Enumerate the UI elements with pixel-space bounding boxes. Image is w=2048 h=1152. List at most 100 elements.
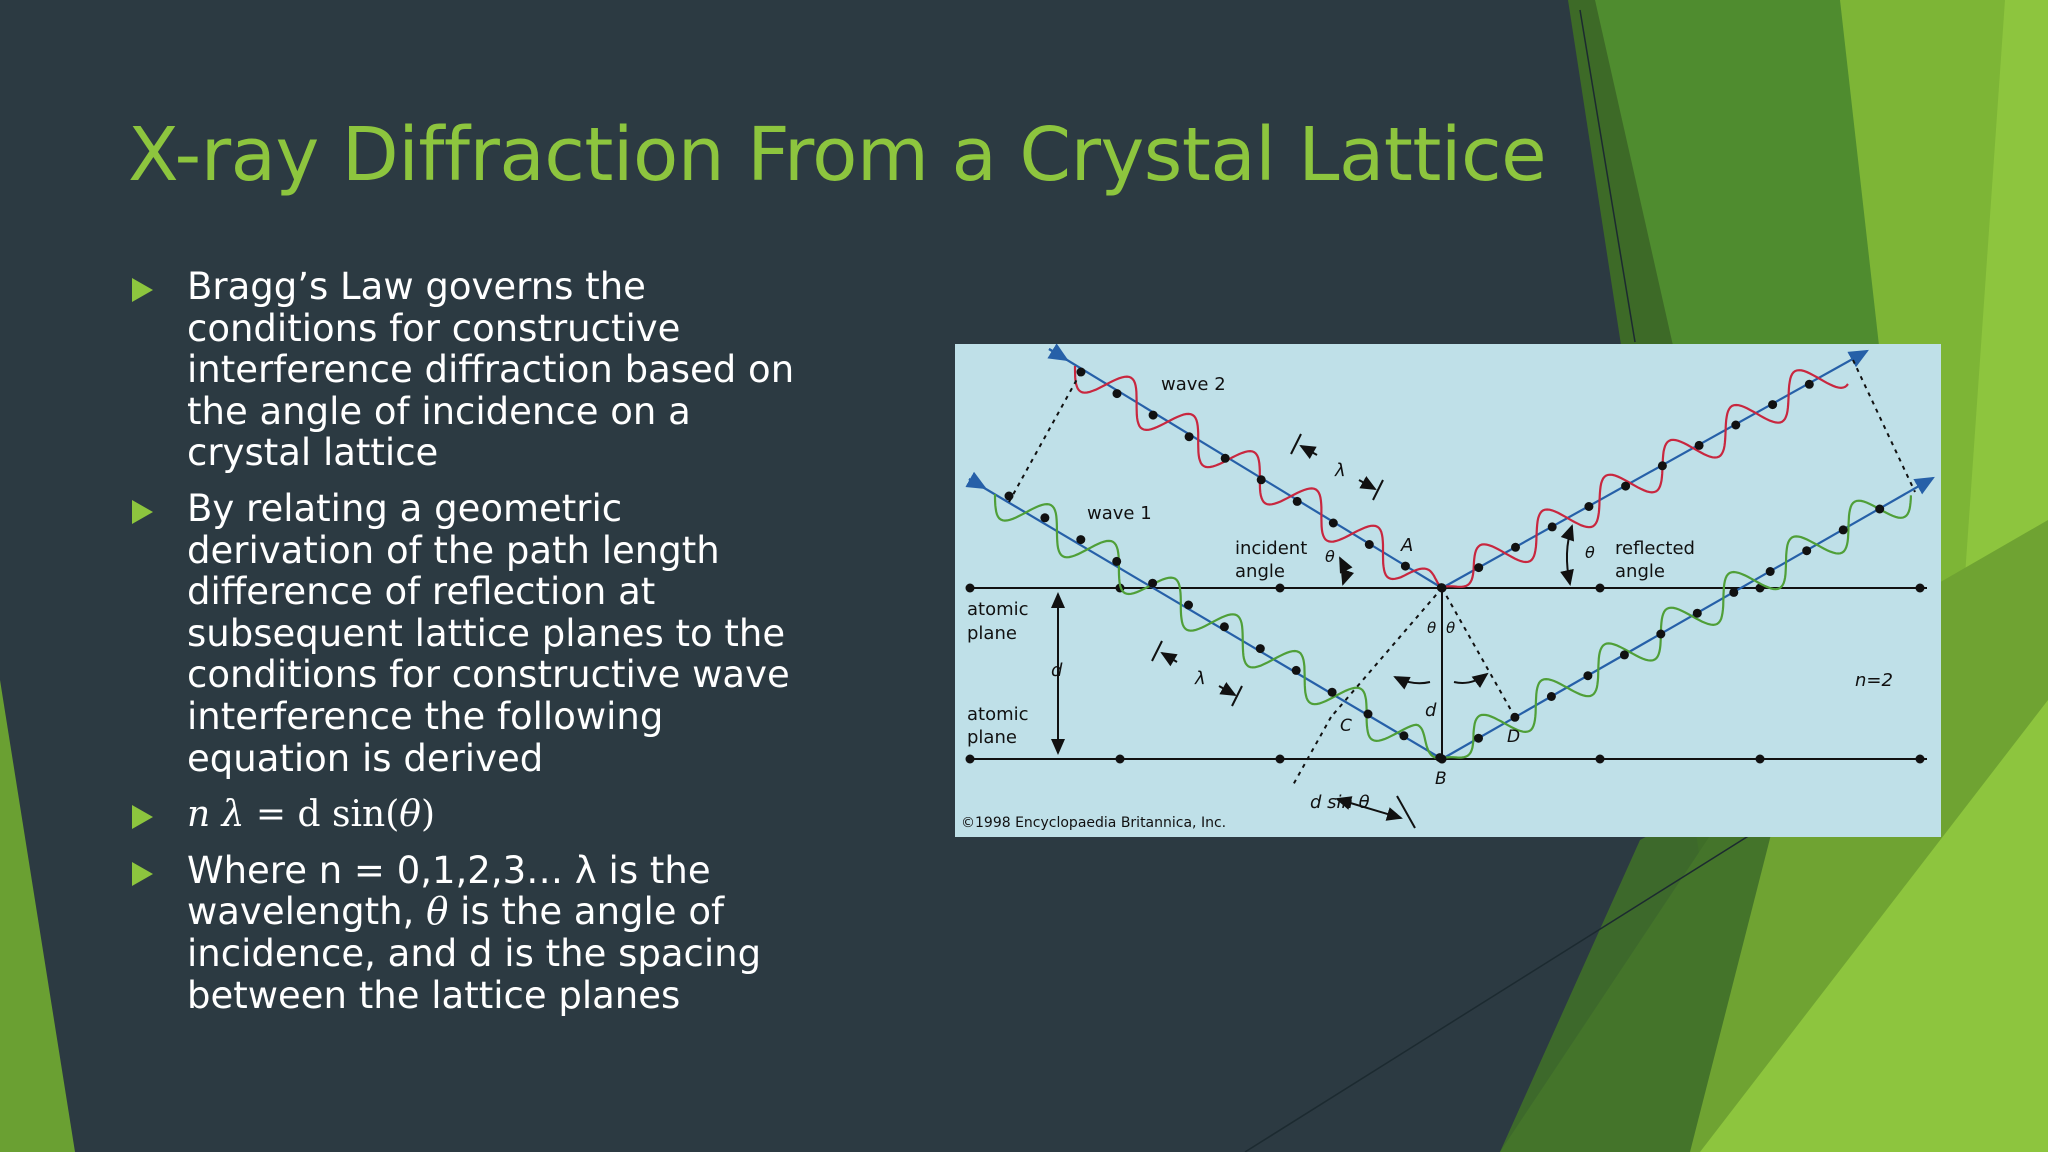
label-B: B bbox=[1435, 769, 1447, 789]
wave-node-dot bbox=[1184, 432, 1194, 442]
label-copyright: ©1998 Encyclopaedia Britannica, Inc. bbox=[961, 815, 1226, 831]
wave-node-dot bbox=[1291, 665, 1301, 675]
bullet-item-equation: n λ = d sin(θ) bbox=[132, 793, 812, 836]
wave-node-dot bbox=[1474, 733, 1483, 743]
lattice-atom bbox=[1915, 754, 1925, 764]
bullet-arrow-icon bbox=[132, 861, 153, 886]
wave-node-dot bbox=[1112, 556, 1122, 566]
label-wave-1: wave 1 bbox=[1087, 503, 1152, 524]
wave-node-dot bbox=[1802, 546, 1812, 556]
eq-equals: = bbox=[244, 794, 298, 836]
bg-facet-lower-dark bbox=[1500, 760, 1790, 1152]
label-theta-right: θ bbox=[1446, 619, 1455, 637]
bullet-text-part2: is the angle of incidence, and d is the … bbox=[187, 890, 762, 1017]
label-theta-reflected: θ bbox=[1585, 543, 1595, 562]
eq-d: d bbox=[297, 794, 321, 836]
wave-node-dot bbox=[1511, 542, 1520, 552]
wave-node-dot bbox=[1510, 712, 1520, 722]
wave-node-dot bbox=[1040, 513, 1050, 523]
wave-node-dot bbox=[1364, 540, 1374, 549]
bullet-item: Bragg’s Law governs the conditions for c… bbox=[132, 266, 812, 474]
wave2-incident-wave bbox=[1073, 366, 1443, 589]
wave-node-dot bbox=[1731, 420, 1741, 430]
bullet-text: By relating a geometric derivation of th… bbox=[187, 486, 790, 780]
wave-node-dot bbox=[1219, 622, 1229, 632]
label-d-AB: d bbox=[1425, 700, 1437, 721]
label-reflected: reflected bbox=[1615, 538, 1695, 559]
wave-node-dot bbox=[1400, 561, 1410, 571]
label-A: A bbox=[1400, 535, 1413, 556]
wavefront-left bbox=[1008, 371, 1082, 503]
bragg-diagram-svg: wave 2 wave 1 λ λ incident angle θ A θ r… bbox=[955, 343, 1941, 837]
label-d-spacing: d bbox=[1051, 660, 1063, 681]
label-C: C bbox=[1340, 716, 1352, 736]
label-atomic-upper: atomic bbox=[967, 599, 1029, 620]
wave-node-dot bbox=[1076, 535, 1086, 545]
wave-node-dot bbox=[1657, 461, 1667, 471]
wave-node-dot bbox=[1692, 608, 1702, 618]
wave2-tail-arrow bbox=[1047, 343, 1069, 362]
wave-node-dot bbox=[1363, 709, 1373, 719]
wave-node-dot bbox=[1546, 692, 1556, 701]
eq-theta: θ bbox=[399, 794, 421, 836]
wave-node-dot bbox=[1694, 440, 1704, 450]
bullet-item: Where n = 0,1,2,3… λ is the wavelength, … bbox=[132, 850, 812, 1016]
slide-title: X-ray Diffraction From a Crystal Lattice bbox=[128, 112, 1547, 198]
theta-arc-left bbox=[1393, 676, 1431, 690]
label-atomic-lower: atomic bbox=[967, 704, 1029, 725]
bg-thin-line bbox=[1244, 834, 1751, 1152]
lattice-atom bbox=[1115, 754, 1125, 764]
wave2-incident-ray bbox=[1048, 348, 1443, 589]
wave-node-dot bbox=[1804, 379, 1814, 389]
label-wave-2: wave 2 bbox=[1161, 374, 1226, 395]
label-plane-upper: plane bbox=[967, 623, 1017, 644]
lattice-atom bbox=[1275, 754, 1285, 764]
wavefront-right bbox=[1852, 359, 1916, 493]
reflected-angle-arc bbox=[1560, 524, 1575, 586]
label-n-2: n=2 bbox=[1855, 670, 1893, 691]
bullet-arrow-icon bbox=[132, 278, 153, 302]
bullet-arrow-icon bbox=[132, 499, 153, 524]
label-incident-angle: angle bbox=[1235, 561, 1285, 582]
bg-facet-left-green bbox=[0, 680, 75, 1152]
diagram-background bbox=[955, 344, 1941, 837]
wave-node-dot bbox=[1184, 600, 1193, 610]
bullet-arrow-icon bbox=[132, 805, 153, 830]
wave-node-dot bbox=[1148, 578, 1158, 588]
wave-node-dot bbox=[1148, 410, 1158, 420]
wave-node-dot bbox=[1220, 453, 1230, 463]
eq-close: ) bbox=[420, 794, 435, 836]
lattice-atom bbox=[1595, 754, 1605, 764]
wave1-reflected-wave bbox=[1441, 495, 1912, 761]
wave-node-dot bbox=[1547, 522, 1557, 532]
label-D: D bbox=[1507, 727, 1520, 747]
dsin-arrow bbox=[1335, 796, 1403, 821]
bg-facet-lower-bright bbox=[1700, 700, 2048, 1152]
bg-thin-line bbox=[1579, 9, 1636, 343]
wave-node-dot bbox=[1255, 644, 1265, 654]
wave1-incident-ray bbox=[968, 478, 1443, 760]
wave-node-dot bbox=[1399, 731, 1409, 741]
wave1-tail-arrow bbox=[965, 471, 987, 490]
label-reflected-angle: angle bbox=[1615, 561, 1665, 582]
eq-n: n bbox=[187, 794, 211, 836]
wave-node-dot bbox=[1656, 629, 1666, 639]
wave-node-dot bbox=[1004, 491, 1014, 501]
label-lambda-upper: λ bbox=[1334, 460, 1346, 481]
bullet-item: By relating a geometric derivation of th… bbox=[132, 488, 812, 779]
wave-node-dot bbox=[1583, 671, 1593, 681]
lambda-marker-lower bbox=[1151, 640, 1243, 707]
wave-node-dot bbox=[1765, 567, 1775, 576]
wave-node-dot bbox=[1621, 481, 1631, 491]
wave-node-dot bbox=[1292, 496, 1302, 506]
wave-node-dot bbox=[1474, 563, 1484, 573]
wave-node-dot bbox=[1584, 502, 1594, 511]
bullet-list: Bragg’s Law governs the conditions for c… bbox=[132, 266, 812, 1030]
lattice-atom bbox=[1915, 583, 1925, 593]
bullet-text: Bragg’s Law governs the conditions for c… bbox=[187, 265, 795, 475]
wave2-reflected-wave bbox=[1441, 369, 1849, 590]
wave-node-dot bbox=[1112, 389, 1122, 399]
lattice-atom bbox=[1755, 754, 1765, 764]
eq-lambda: λ bbox=[221, 794, 245, 836]
wave-node-dot bbox=[1256, 475, 1266, 485]
